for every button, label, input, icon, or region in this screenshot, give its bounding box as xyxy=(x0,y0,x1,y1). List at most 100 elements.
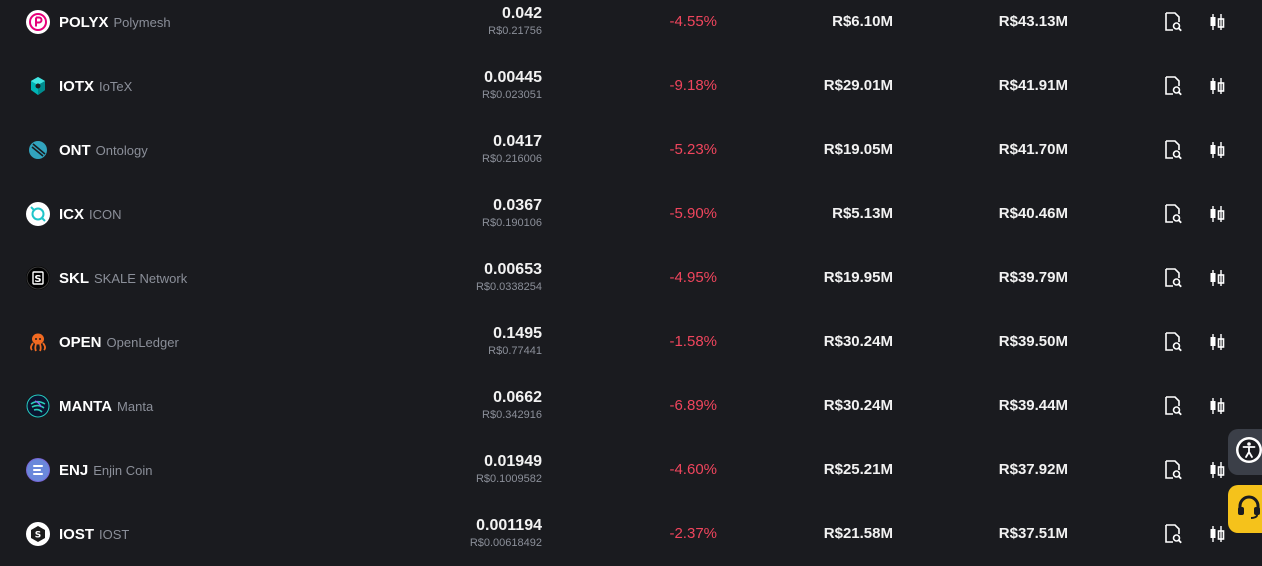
document-search-icon[interactable] xyxy=(1163,459,1183,481)
price-usd: 0.01949 xyxy=(484,453,542,470)
accessibility-button[interactable] xyxy=(1228,429,1262,475)
coin-symbol: POLYX xyxy=(59,13,109,31)
coin-symbol: SKL xyxy=(59,269,89,287)
market-cap: R$37.92M xyxy=(998,461,1068,478)
enjin-logo xyxy=(26,458,50,482)
table-row[interactable]: OPEN OpenLedger 0.1495 R$0.77441 -1.58% … xyxy=(0,310,1262,374)
accessibility-icon xyxy=(1234,435,1262,470)
candlestick-chart-icon[interactable] xyxy=(1207,395,1227,417)
volume-24h: R$21.58M xyxy=(823,525,893,542)
change-24h: -6.89% xyxy=(669,397,717,414)
support-chat-button[interactable] xyxy=(1228,485,1262,533)
coin-symbol: IOTX xyxy=(59,77,95,95)
price-usd: 0.0662 xyxy=(493,389,542,406)
polymesh-logo xyxy=(26,10,50,34)
document-search-icon[interactable] xyxy=(1163,139,1183,161)
coin-cell[interactable]: POLYX Polymesh xyxy=(26,10,171,34)
document-search-icon[interactable] xyxy=(1163,395,1183,417)
manta-logo xyxy=(26,394,50,418)
market-cap: R$41.91M xyxy=(998,77,1068,94)
headset-icon xyxy=(1234,492,1262,527)
coin-cell[interactable]: IOTX IoTeX xyxy=(26,74,132,98)
price-usd: 0.0417 xyxy=(493,133,542,150)
change-24h: -4.55% xyxy=(669,13,717,30)
candlestick-chart-icon[interactable] xyxy=(1207,75,1227,97)
document-search-icon[interactable] xyxy=(1163,11,1183,33)
document-search-icon[interactable] xyxy=(1163,267,1183,289)
coin-name: ICON xyxy=(89,206,122,222)
coin-cell[interactable]: OPEN OpenLedger xyxy=(26,330,179,354)
change-24h: -1.58% xyxy=(669,333,717,350)
market-cap: R$41.70M xyxy=(998,141,1068,158)
change-24h: -5.90% xyxy=(669,205,717,222)
price-cell: 0.01949 R$0.1009582 xyxy=(476,452,542,486)
price-brl: R$0.342916 xyxy=(482,409,542,421)
coin-name: Polymesh xyxy=(113,14,171,30)
document-search-icon[interactable] xyxy=(1163,75,1183,97)
candlestick-chart-icon[interactable] xyxy=(1207,139,1227,161)
iost-logo: S xyxy=(26,522,50,546)
volume-24h: R$5.13M xyxy=(832,205,893,222)
coin-name: Ontology xyxy=(95,142,148,158)
openledger-logo xyxy=(26,330,50,354)
coin-name: Manta xyxy=(117,398,154,414)
price-cell: 0.0662 R$0.342916 xyxy=(482,388,542,422)
change-24h: -4.95% xyxy=(669,269,717,286)
candlestick-chart-icon[interactable] xyxy=(1207,331,1227,353)
table-row[interactable]: S IOST IOST 0.001194 R$0.00618492 -2.37%… xyxy=(0,502,1262,566)
document-search-icon[interactable] xyxy=(1163,523,1183,545)
coin-cell[interactable]: ENJ Enjin Coin xyxy=(26,458,152,482)
coin-symbol: MANTA xyxy=(59,397,113,415)
volume-24h: R$30.24M xyxy=(823,333,893,350)
coin-cell[interactable]: S SKL SKALE Network xyxy=(26,266,187,290)
skale-logo: S xyxy=(26,266,50,290)
table-row[interactable]: POLYX Polymesh 0.042 R$0.21756 -4.55% R$… xyxy=(0,0,1262,54)
coin-cell[interactable]: ICX ICON xyxy=(26,202,122,226)
price-brl: R$0.00618492 xyxy=(469,537,542,549)
price-brl: R$0.77441 xyxy=(488,345,542,357)
price-brl: R$0.0338254 xyxy=(475,281,542,293)
volume-24h: R$6.10M xyxy=(832,13,893,30)
price-usd: 0.001194 xyxy=(476,517,542,534)
price-cell: 0.0367 R$0.190106 xyxy=(482,196,542,230)
table-row[interactable]: MANTA Manta 0.0662 R$0.342916 -6.89% R$3… xyxy=(0,374,1262,438)
candlestick-chart-icon[interactable] xyxy=(1207,11,1227,33)
market-cap: R$43.13M xyxy=(998,13,1068,30)
coin-symbol: OPEN xyxy=(59,333,102,351)
table-row[interactable]: ICX ICON 0.0367 R$0.190106 -5.90% R$5.13… xyxy=(0,182,1262,246)
price-usd: 0.0367 xyxy=(493,197,542,214)
price-usd: 0.00653 xyxy=(484,261,542,278)
price-cell: 0.00653 R$0.0338254 xyxy=(476,260,542,294)
coin-cell[interactable]: ONT Ontology xyxy=(26,138,148,162)
coin-cell[interactable]: S IOST IOST xyxy=(26,522,129,546)
price-brl: R$0.21756 xyxy=(488,25,542,37)
table-row[interactable]: ENJ Enjin Coin 0.01949 R$0.1009582 -4.60… xyxy=(0,438,1262,502)
candlestick-chart-icon[interactable] xyxy=(1207,459,1227,481)
svg-text:S: S xyxy=(35,531,41,541)
table-row[interactable]: S SKL SKALE Network 0.00653 R$0.0338254 … xyxy=(0,246,1262,310)
volume-24h: R$19.05M xyxy=(823,141,893,158)
table-row[interactable]: ONT Ontology 0.0417 R$0.216006 -5.23% R$… xyxy=(0,118,1262,182)
coin-symbol: ICX xyxy=(59,205,85,223)
price-usd: 0.042 xyxy=(501,5,542,22)
coin-cell[interactable]: MANTA Manta xyxy=(26,394,153,418)
icon-logo xyxy=(26,202,50,226)
price-cell: 0.1495 R$0.77441 xyxy=(488,324,542,358)
change-24h: -2.37% xyxy=(669,525,717,542)
candlestick-chart-icon[interactable] xyxy=(1207,523,1227,545)
coin-symbol: IOST xyxy=(59,525,95,543)
document-search-icon[interactable] xyxy=(1163,203,1183,225)
price-cell: 0.0417 R$0.216006 xyxy=(482,132,542,166)
table-row[interactable]: IOTX IoTeX 0.00445 R$0.023051 -9.18% R$2… xyxy=(0,54,1262,118)
ontology-logo xyxy=(26,138,50,162)
document-search-icon[interactable] xyxy=(1163,331,1183,353)
coin-name: Enjin Coin xyxy=(93,462,153,478)
market-cap: R$39.44M xyxy=(998,397,1068,414)
candlestick-chart-icon[interactable] xyxy=(1207,267,1227,289)
price-brl: R$0.216006 xyxy=(482,153,542,165)
market-cap: R$40.46M xyxy=(998,205,1068,222)
volume-24h: R$19.95M xyxy=(823,269,893,286)
candlestick-chart-icon[interactable] xyxy=(1207,203,1227,225)
change-24h: -9.18% xyxy=(669,77,717,94)
